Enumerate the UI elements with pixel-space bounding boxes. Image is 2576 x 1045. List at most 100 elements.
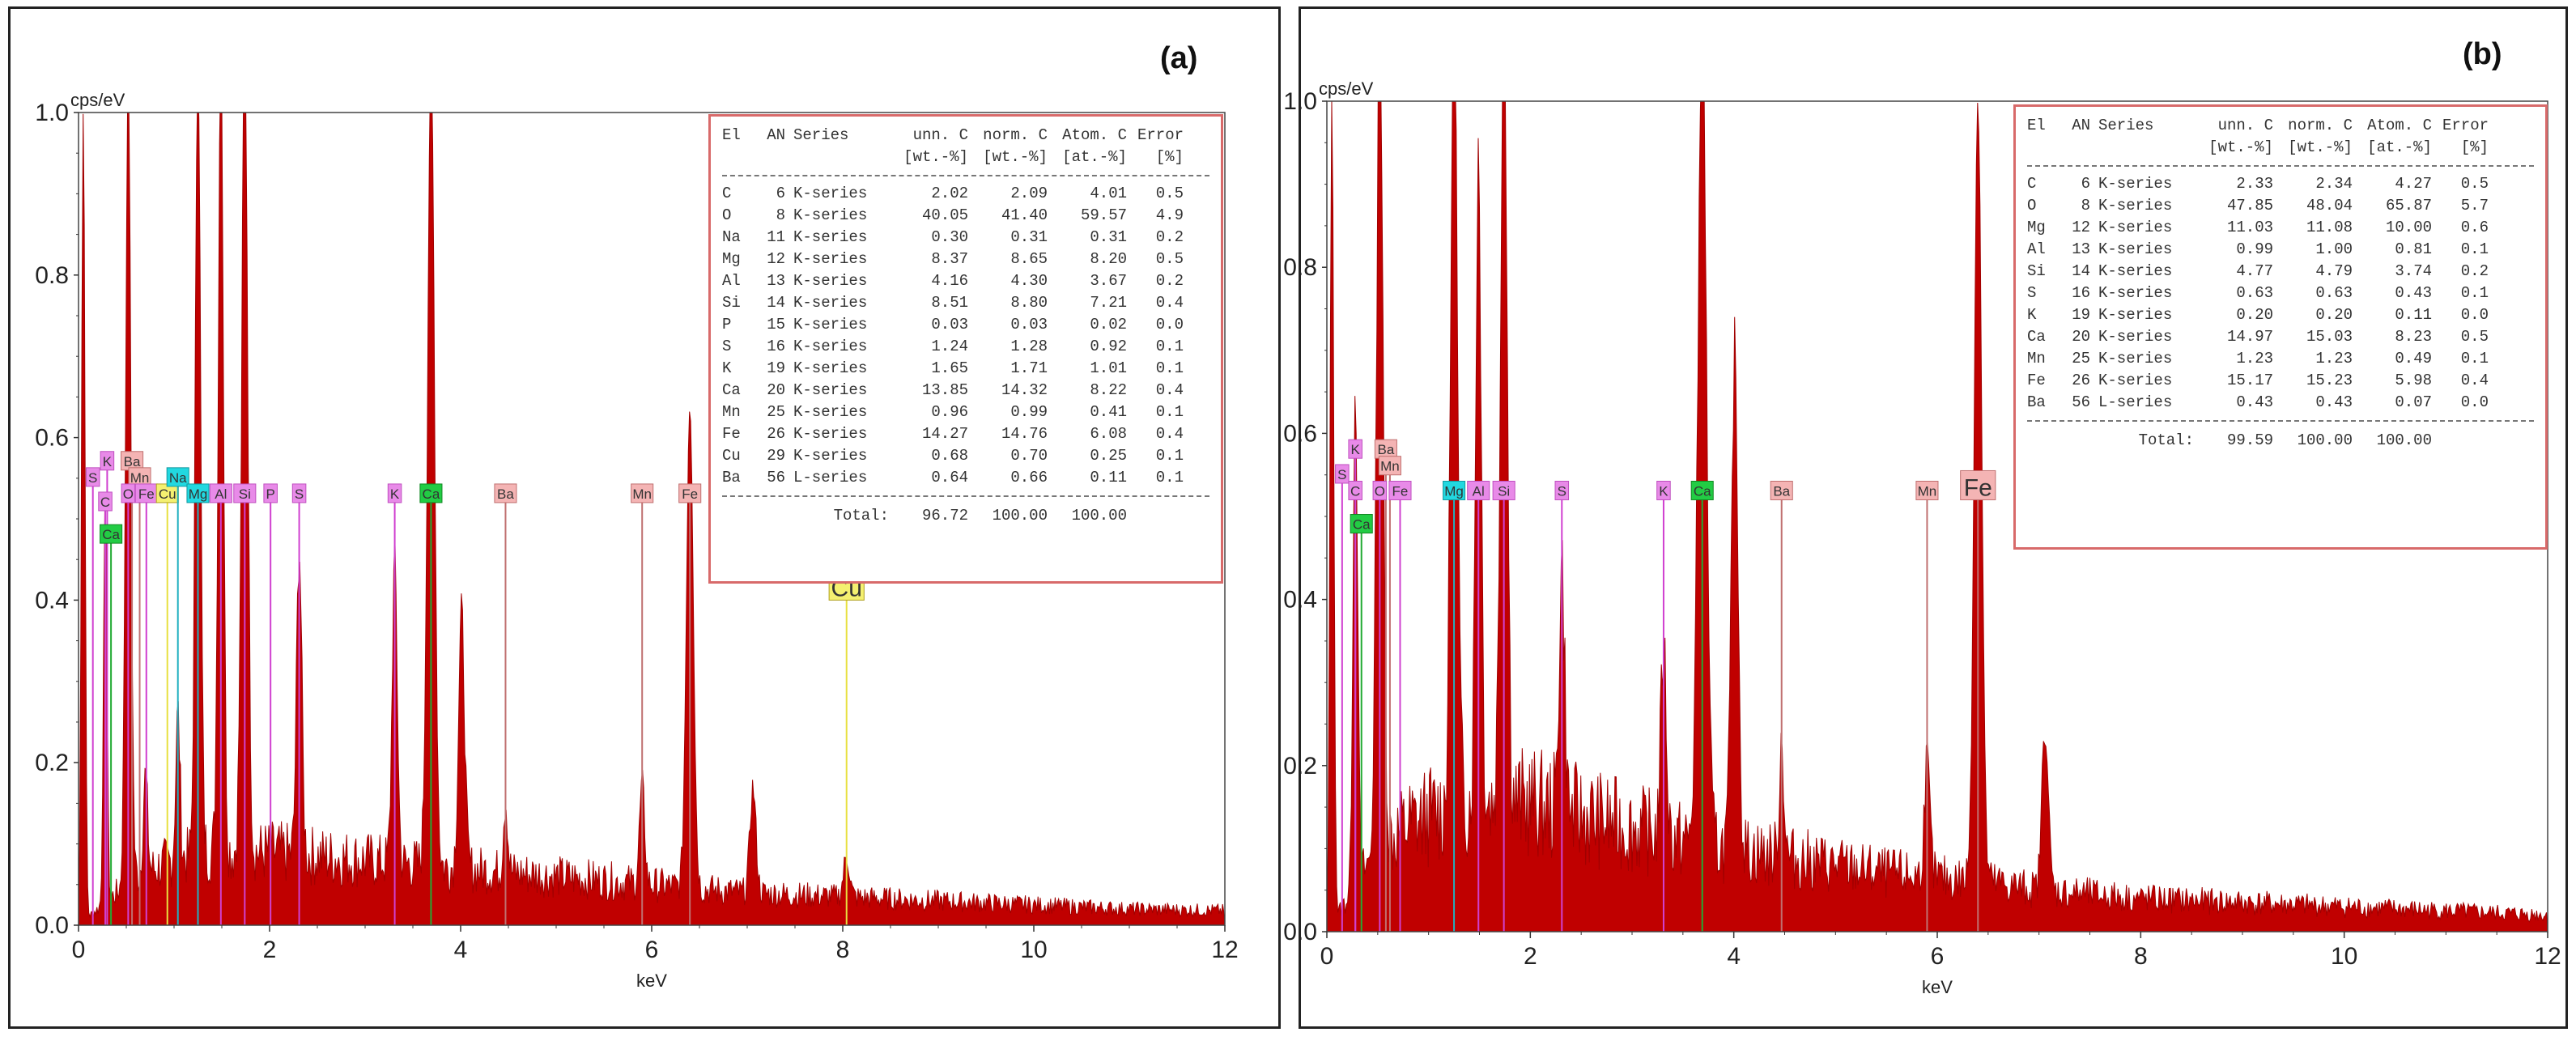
cell-norm-c: 41.40 <box>1001 206 1048 224</box>
x-tick-label: 4 <box>1727 943 1741 970</box>
element-marker-label: O <box>1372 480 1388 500</box>
cell-series: K-series <box>793 447 868 465</box>
element-marker-label: S <box>291 483 307 503</box>
cell-atom-c: 0.92 <box>1090 338 1127 355</box>
unit-norm: [wt.-%] <box>2288 138 2353 156</box>
cell-norm-c: 14.76 <box>1001 425 1048 443</box>
y-tick-label: 0.8 <box>1283 254 1317 281</box>
cell-norm-c: 4.30 <box>1010 272 1048 290</box>
cell-norm-c: 0.20 <box>2315 306 2353 324</box>
cell-unn-c: 0.68 <box>931 447 968 465</box>
cell-error: 0.4 <box>1155 294 1184 312</box>
cell-atomic-number: 11 <box>767 228 785 246</box>
cell-element: O <box>722 206 732 224</box>
element-marker-label: Ca <box>100 524 123 544</box>
cell-norm-c: 1.71 <box>1010 359 1048 377</box>
unit-error: [%] <box>1155 148 1184 166</box>
cell-element: S <box>722 338 732 355</box>
cell-element: C <box>2027 175 2037 193</box>
cell-atomic-number: 26 <box>2072 372 2090 389</box>
cell-atom-c: 0.41 <box>1090 403 1127 421</box>
cell-error: 5.7 <box>2460 197 2489 215</box>
table-row: Al 13 K-series 0.99 1.00 0.81 0.1 <box>2027 239 2534 261</box>
cell-error: 0.5 <box>1155 250 1184 268</box>
x-axis-title: keV <box>636 971 667 991</box>
x-tick-label: 6 <box>1931 943 1945 970</box>
cell-norm-c: 0.43 <box>2315 393 2353 411</box>
y-tick-label: 0.0 <box>1283 919 1317 945</box>
element-marker-label: Fe <box>678 483 702 503</box>
table-units-row: [wt.-%] [wt.-%] [at.-%] [%] <box>722 147 1209 168</box>
x-tick-label: 4 <box>454 937 468 963</box>
svg-text:K: K <box>390 486 400 502</box>
table-row: Si 14 K-series 4.77 4.79 3.74 0.2 <box>2027 261 2534 282</box>
cell-norm-c: 11.08 <box>2306 219 2353 236</box>
table-row: Ba 56 L-series 0.43 0.43 0.07 0.0 <box>2027 392 2534 414</box>
header-el: El <box>2027 117 2046 134</box>
cell-series: K-series <box>2098 328 2173 346</box>
cell-error: 0.5 <box>2460 328 2489 346</box>
cell-norm-c: 2.09 <box>1010 185 1048 202</box>
cell-atom-c: 8.20 <box>1090 250 1127 268</box>
cell-unn-c: 2.33 <box>2236 175 2273 193</box>
cell-element: Cu <box>722 447 741 465</box>
cell-unn-c: 0.99 <box>2236 240 2273 258</box>
element-marker-label: S <box>1335 464 1350 484</box>
cell-atomic-number: 29 <box>767 447 785 465</box>
table-row: Al 13 K-series 4.16 4.30 3.67 0.2 <box>722 270 1209 292</box>
svg-text:O: O <box>1375 483 1385 499</box>
element-marker-label: Si <box>1492 480 1515 500</box>
panel-label: (b) <box>2463 37 2502 71</box>
spectrum-panel-b: (b) K Ba S Mn C O Fe Ca Mg Al Si S K Ca Ba Mn Fe 0.0 0.2 0.… <box>1283 6 2568 1029</box>
cell-atom-c: 3.74 <box>2395 262 2432 280</box>
x-tick-label: 8 <box>2134 943 2148 970</box>
svg-text:K: K <box>103 454 113 469</box>
cell-atomic-number: 19 <box>2072 306 2090 324</box>
cell-unn-c: 0.30 <box>931 228 968 246</box>
cell-atom-c: 8.22 <box>1090 381 1127 399</box>
cell-element: Al <box>2027 240 2046 258</box>
cell-unn-c: 14.27 <box>921 425 968 443</box>
cell-error: 0.5 <box>2460 175 2489 193</box>
cell-norm-c: 15.03 <box>2306 328 2353 346</box>
table-divider <box>722 175 1209 176</box>
svg-text:Ba: Ba <box>497 486 514 502</box>
cell-error: 0.2 <box>1155 272 1184 290</box>
element-marker-label: Ca <box>1690 480 1714 500</box>
cell-element: Mn <box>722 403 741 421</box>
y-tick-label: 0.4 <box>35 587 69 614</box>
cell-atomic-number: 56 <box>767 469 785 486</box>
cell-series: K-series <box>793 250 868 268</box>
unit-unn: [wt.-%] <box>2208 138 2273 156</box>
header-atom: Atom. C <box>2367 117 2432 134</box>
cell-element: Ba <box>722 469 741 486</box>
x-tick-label: 10 <box>1020 937 1047 963</box>
header-an: AN <box>767 126 785 144</box>
header-unn: unn. C <box>912 126 968 144</box>
cell-series: K-series <box>793 185 868 202</box>
cell-atom-c: 0.02 <box>1090 316 1127 333</box>
unit-error: [%] <box>2460 138 2489 156</box>
cell-series: K-series <box>793 316 868 333</box>
total-atom-c: 100.00 <box>2376 431 2432 449</box>
svg-text:O: O <box>123 486 134 502</box>
cell-norm-c: 8.80 <box>1010 294 1048 312</box>
table-row: Cu 29 K-series 0.68 0.70 0.25 0.1 <box>722 445 1209 467</box>
table-row: Mg 12 K-series 11.03 11.08 10.00 0.6 <box>2027 217 2534 239</box>
header-unn: unn. C <box>2217 117 2273 134</box>
composition-table-b: El AN Series unn. C norm. C Atom. C Error [wt.-… <box>2013 104 2548 550</box>
table-divider <box>2027 165 2534 167</box>
cell-series: K-series <box>793 403 868 421</box>
spectrum-area <box>1327 101 2548 932</box>
cell-atom-c: 1.01 <box>1090 359 1127 377</box>
cell-atom-c: 0.43 <box>2395 284 2432 302</box>
cell-atomic-number: 12 <box>2072 219 2090 236</box>
cell-norm-c: 8.65 <box>1010 250 1048 268</box>
cell-norm-c: 1.23 <box>2315 350 2353 367</box>
cell-atomic-number: 15 <box>767 316 785 333</box>
svg-text:Na: Na <box>169 470 187 486</box>
table-row: Mg 12 K-series 8.37 8.65 8.20 0.5 <box>722 249 1209 270</box>
y-tick-label: 0.2 <box>35 750 69 776</box>
cell-series: K-series <box>2098 219 2173 236</box>
svg-text:Si: Si <box>1498 483 1510 499</box>
